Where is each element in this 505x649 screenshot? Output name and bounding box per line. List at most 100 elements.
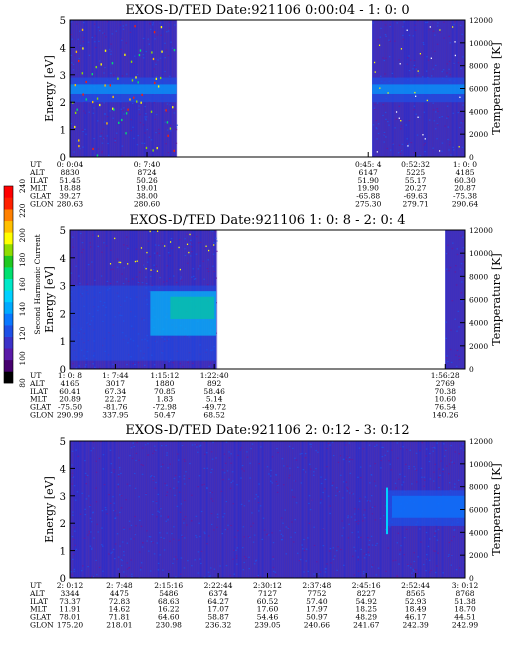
noise-speck — [165, 494, 168, 497]
noise-speck — [421, 476, 423, 478]
noise-speck — [210, 498, 213, 500]
noise-speck — [418, 116, 421, 118]
texture-streak — [296, 441, 298, 578]
noise-speck — [266, 533, 269, 535]
noise-speck — [455, 284, 458, 286]
noise-speck — [142, 542, 144, 544]
noise-speck — [447, 361, 449, 363]
noise-speck — [110, 249, 112, 251]
table-cell: 58.87 — [207, 613, 229, 622]
noise-speck — [374, 505, 376, 508]
noise-speck — [145, 493, 147, 495]
noise-speck — [347, 488, 349, 490]
bright-speck — [139, 49, 142, 52]
bright-speck — [387, 92, 389, 94]
noise-speck — [350, 492, 353, 494]
noise-speck — [245, 557, 247, 560]
y-tick-label: 2 — [60, 98, 66, 109]
noise-speck — [153, 450, 156, 452]
texture-streak — [380, 441, 382, 578]
noise-speck — [84, 112, 87, 114]
noise-speck — [368, 444, 371, 446]
noise-speck — [155, 265, 158, 267]
noise-speck — [160, 508, 162, 510]
texture-streak — [334, 441, 336, 578]
colorbar-label: Second Harmonic Current — [33, 234, 42, 334]
noise-speck — [200, 510, 203, 513]
noise-speck — [82, 41, 85, 43]
noise-speck — [88, 530, 91, 532]
noise-speck — [308, 495, 311, 497]
bright-speck — [74, 84, 76, 87]
noise-speck — [449, 348, 452, 351]
noise-speck — [158, 511, 161, 513]
noise-speck — [383, 134, 385, 136]
noise-speck — [319, 571, 322, 573]
y2-tick-label: 2000 — [469, 342, 488, 351]
y2-axis-label: Temperature [K] — [490, 42, 503, 134]
noise-speck — [195, 534, 197, 537]
noise-speck — [413, 560, 416, 563]
noise-speck — [377, 38, 380, 41]
noise-speck — [399, 119, 401, 121]
noise-speck — [120, 48, 122, 51]
table-cell: 1.83 — [156, 395, 173, 404]
noise-speck — [391, 72, 394, 75]
noise-speck — [73, 570, 75, 572]
noise-speck — [460, 122, 462, 124]
noise-speck — [174, 127, 177, 130]
noise-speck — [250, 448, 252, 450]
table-cell: 236.32 — [205, 621, 231, 630]
texture-streak — [74, 441, 76, 578]
noise-speck — [112, 268, 114, 270]
noise-speck — [236, 563, 238, 565]
noise-speck — [460, 67, 462, 70]
bright-speck — [160, 26, 163, 29]
noise-speck — [190, 242, 193, 244]
noise-speck — [121, 38, 123, 40]
noise-speck — [165, 445, 167, 447]
noise-speck — [212, 265, 214, 267]
texture-streak — [92, 441, 94, 578]
noise-speck — [216, 516, 219, 518]
table-cell: 17.97 — [306, 605, 328, 614]
noise-speck — [211, 458, 214, 460]
texture-streak — [190, 441, 192, 578]
bright-speck — [106, 122, 108, 125]
noise-speck — [142, 264, 145, 266]
y2-axis-label: Temperature [K] — [490, 463, 503, 555]
noise-speck — [400, 545, 402, 547]
noise-speck — [363, 553, 366, 555]
texture-streak — [288, 441, 290, 578]
noise-speck — [90, 531, 92, 533]
table-cell: 68.52 — [203, 411, 225, 420]
noise-speck — [81, 242, 84, 244]
noise-speck — [200, 562, 202, 565]
table-cell: 1880 — [155, 379, 174, 388]
table-cell: 2: 7:48 — [106, 581, 133, 590]
noise-speck — [215, 277, 217, 279]
table-cell: 51.90 — [357, 176, 379, 185]
noise-speck — [384, 528, 387, 531]
noise-speck — [304, 452, 307, 455]
spectrogram-panel-2: EXOS-D/TED Date:921106 1: 0: 8 - 2: 0: 4… — [29, 213, 503, 420]
noise-speck — [167, 252, 170, 254]
noise-speck — [197, 242, 200, 244]
noise-speck — [243, 536, 245, 538]
noise-speck — [271, 532, 273, 534]
noise-speck — [371, 544, 374, 546]
noise-speck — [313, 573, 315, 575]
noise-speck — [399, 152, 402, 155]
noise-speck — [326, 466, 328, 468]
bright-speck — [145, 267, 147, 270]
noise-speck — [355, 521, 358, 523]
noise-speck — [427, 545, 430, 548]
noise-speck — [148, 535, 151, 538]
y-tick-label: 0 — [60, 365, 66, 376]
noise-speck — [261, 538, 263, 541]
noise-speck — [163, 537, 165, 539]
noise-speck — [383, 141, 385, 143]
noise-speck — [72, 514, 74, 516]
noise-speck — [179, 362, 182, 365]
texture-streak — [459, 230, 461, 369]
